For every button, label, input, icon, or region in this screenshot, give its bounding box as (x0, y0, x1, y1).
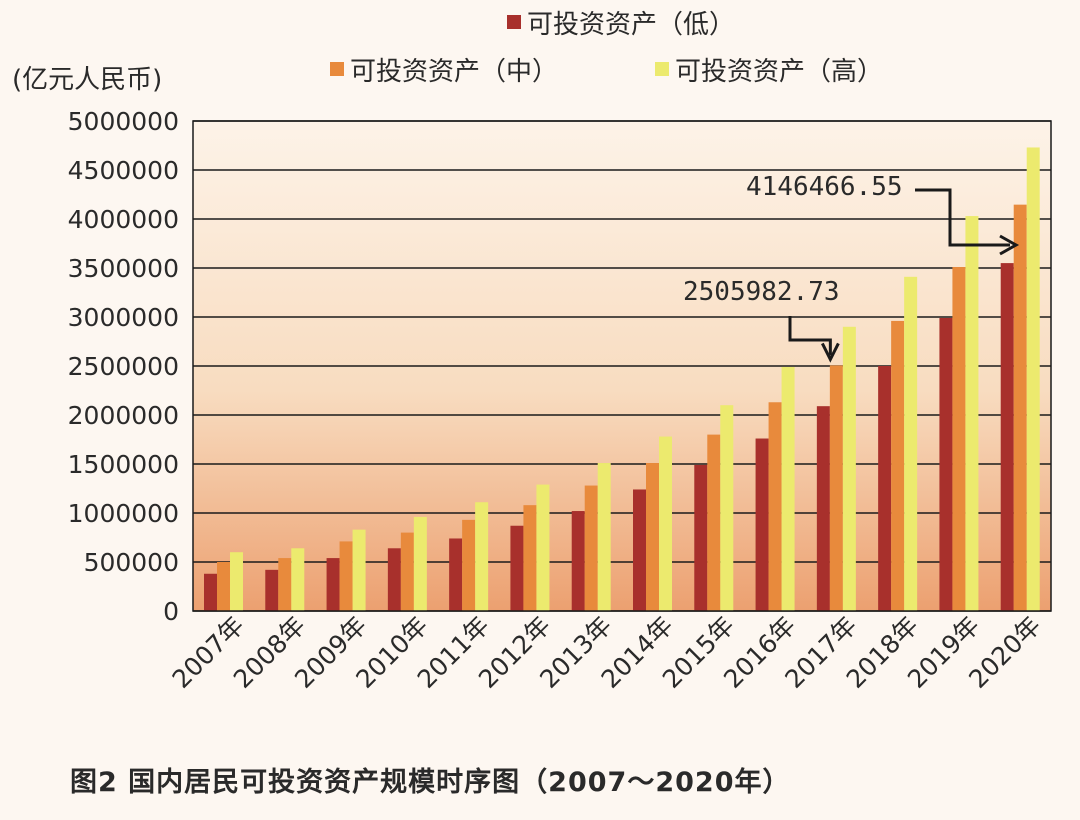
legend: 可投资资产（低） 可投资资产（中） 可投资资产（高） (330, 10, 883, 87)
legend-label: 可投资资产（中） (350, 57, 558, 87)
bar (781, 366, 795, 611)
y-tick-label: 2500000 (68, 352, 179, 381)
annotations: 2505982.73 4146466.55 (683, 172, 1020, 363)
bar (707, 434, 721, 611)
bar (352, 529, 366, 611)
bar (217, 562, 230, 611)
y-tick-label: 2000000 (68, 401, 179, 430)
bar (536, 484, 550, 611)
bar (952, 267, 966, 611)
bar (339, 541, 353, 611)
annotation-label: 4146466.55 (746, 172, 903, 202)
bar (939, 317, 953, 611)
bar (230, 552, 243, 611)
annotation-arrow (915, 188, 1010, 247)
bar (633, 489, 646, 611)
figure-caption: 图2 国内居民可投资资产规模时序图（2007～2020年） (70, 767, 791, 798)
bar (1013, 204, 1027, 611)
bar (904, 276, 918, 611)
bar (965, 216, 979, 611)
bar (475, 502, 489, 611)
legend-swatch (330, 62, 344, 76)
bar (265, 569, 279, 611)
legend-swatch (507, 15, 521, 29)
bar (278, 558, 292, 611)
bar (829, 365, 843, 611)
y-tick-label: 1500000 (68, 450, 179, 479)
bar (816, 406, 830, 611)
annotation-label: 2505982.73 (683, 277, 840, 307)
plot-border (192, 120, 1052, 612)
y-tick-label: 4500000 (68, 156, 179, 185)
bar (878, 366, 892, 611)
y-tick-label: 4000000 (68, 205, 179, 234)
bar (523, 505, 537, 611)
legend-label: 可投资资产（低） (527, 10, 735, 40)
bar (1026, 147, 1040, 611)
bar (1000, 263, 1014, 611)
bar (646, 463, 659, 611)
annotation-arrow (788, 316, 832, 356)
y-tick-label: 1000000 (68, 499, 179, 528)
bar (755, 438, 769, 611)
bar (584, 485, 598, 611)
bar (462, 519, 476, 611)
y-tick-label: 5000000 (68, 107, 179, 136)
bar (571, 511, 585, 611)
y-tick-label: 3500000 (68, 254, 179, 283)
bar (842, 326, 856, 611)
annotation-arrowhead (821, 342, 840, 363)
bar (449, 538, 463, 611)
bar (291, 548, 305, 611)
bars (204, 147, 1040, 611)
legend-label: 可投资资产（高） (675, 57, 883, 87)
bar (400, 532, 414, 611)
bar (659, 436, 672, 611)
y-tick-label: 500000 (84, 548, 179, 577)
y-tick-label: 0 (163, 597, 179, 626)
bar (597, 463, 611, 611)
bar (387, 548, 401, 611)
legend-swatch (655, 62, 669, 76)
bar (326, 558, 340, 611)
bar (891, 320, 905, 611)
y-tick-label: 3000000 (68, 303, 179, 332)
annotation-arrowhead (999, 234, 1020, 256)
bar (413, 516, 427, 611)
y-axis-unit-label: (亿元人民币) (12, 65, 162, 95)
bar (204, 573, 217, 611)
bar (510, 525, 524, 611)
bar (694, 464, 708, 611)
bar (768, 402, 782, 611)
bar (720, 405, 734, 611)
